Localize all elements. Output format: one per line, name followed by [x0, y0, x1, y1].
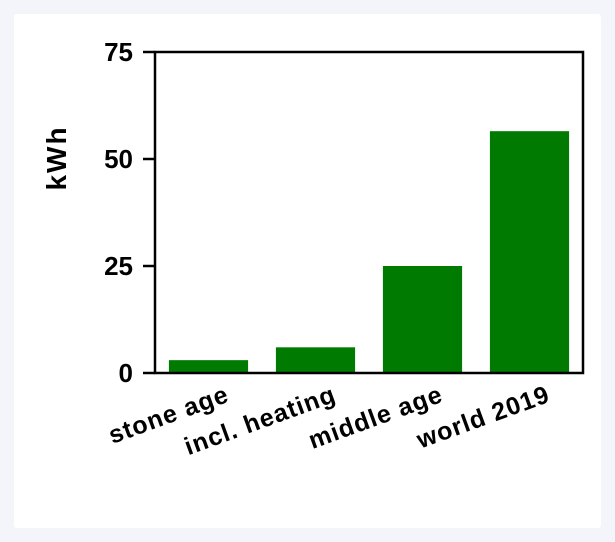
- y-tick-label: 25: [104, 251, 133, 281]
- bar-incl-heating: [275, 347, 356, 373]
- y-tick-label: 0: [119, 358, 133, 388]
- bar-world-2019: [489, 131, 570, 373]
- y-tick-label: 50: [104, 144, 133, 174]
- bars-group: [168, 131, 570, 373]
- bar-middle-age: [382, 266, 463, 373]
- y-axis-title: kWh: [41, 125, 72, 190]
- y-tick-label: 75: [104, 37, 133, 67]
- y-axis: 0 25 50 75: [104, 37, 585, 388]
- bar-stone-age: [168, 360, 249, 373]
